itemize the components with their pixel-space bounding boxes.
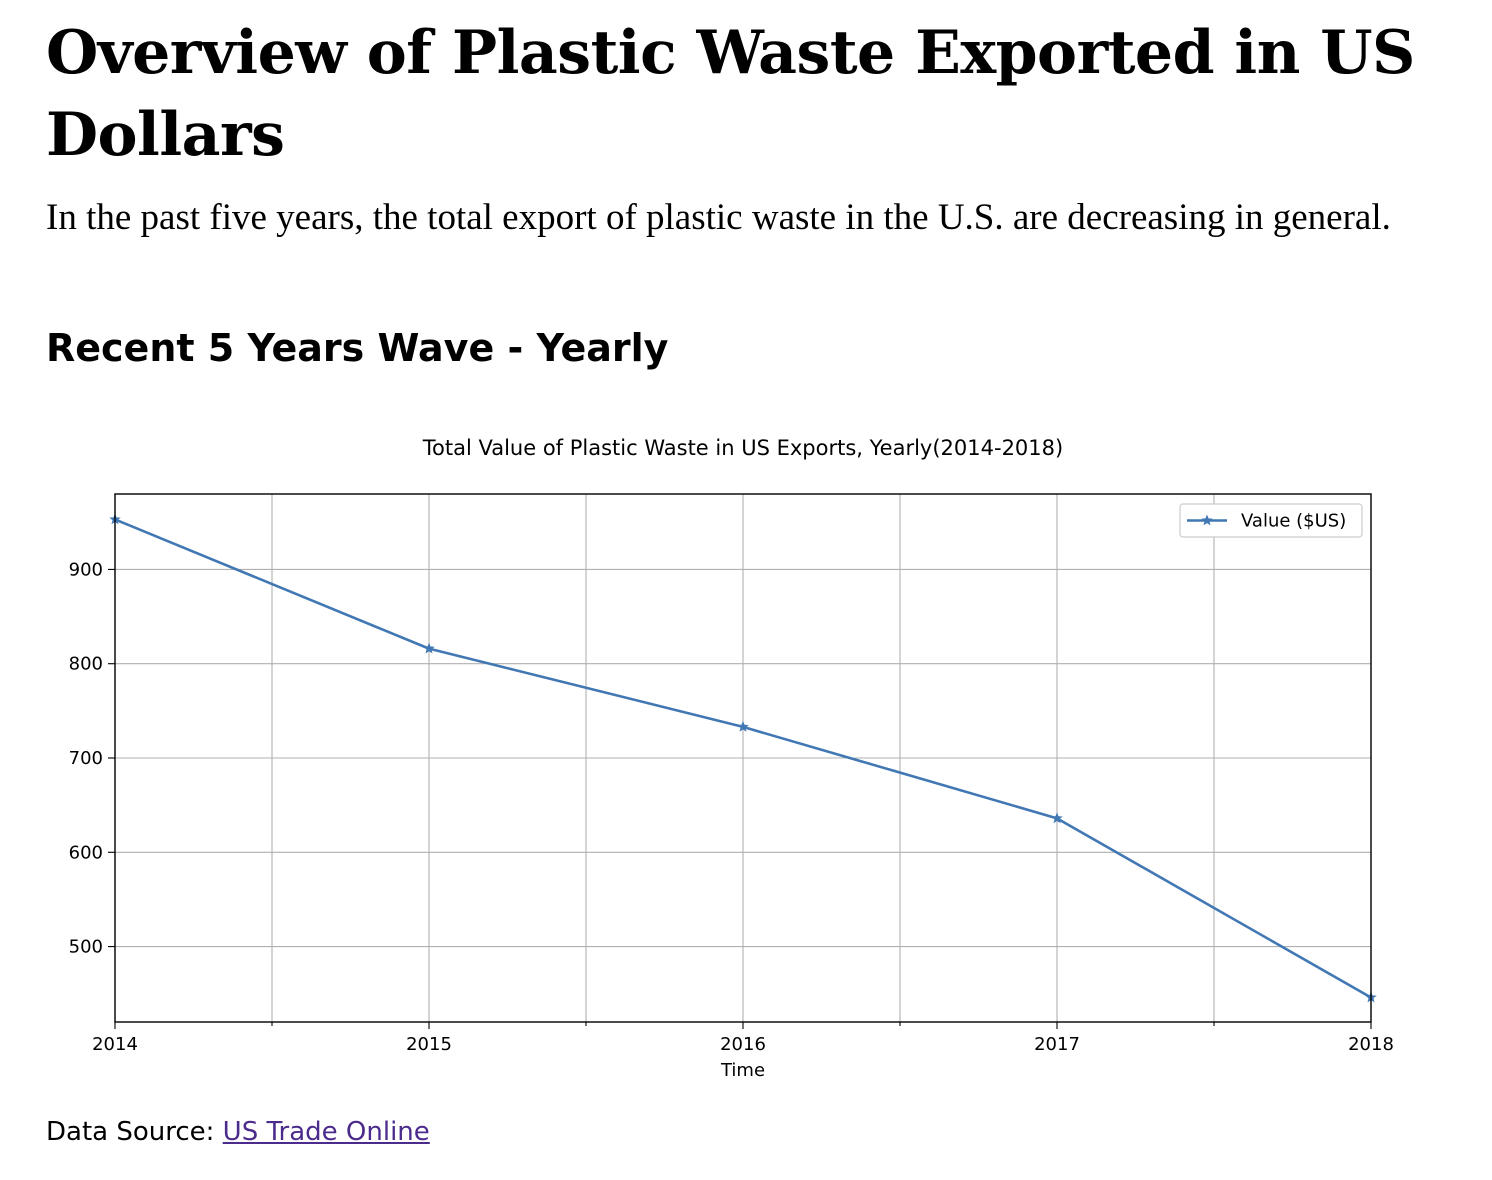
- plot-frame: [114, 493, 1372, 1023]
- axes: 2014 2015 2016 2017 2018 500 600 700 800 900: [69, 559, 1394, 1055]
- page-title: Overview of Plastic Waste Exported in US…: [46, 18, 1415, 170]
- y-tick-label: 700: [69, 748, 103, 769]
- legend-box: [1179, 503, 1363, 538]
- y-tick-label: 500: [69, 937, 103, 958]
- data-point-marker: [423, 642, 435, 654]
- grid-lines: [114, 494, 1372, 1022]
- legend-star-marker: [1201, 514, 1213, 526]
- y-tick-label: 800: [69, 654, 103, 675]
- x-tick-label: 2016: [720, 1034, 766, 1055]
- x-tick-label: 2017: [1034, 1034, 1080, 1055]
- data-source: Data Source: US Trade Online: [46, 1112, 430, 1152]
- data-source-label: Data Source:: [46, 1117, 215, 1147]
- legend: Value ($US): [1179, 503, 1363, 538]
- x-tick-label: 2018: [1348, 1034, 1394, 1055]
- section-title: Recent 5 Years Wave - Yearly: [46, 326, 669, 370]
- x-axis-label: Time: [720, 1060, 765, 1081]
- legend-series-label: Value ($US): [1241, 511, 1346, 532]
- data-point-marker: [737, 720, 749, 732]
- data-point-marker: [1051, 812, 1063, 824]
- y-tick-label: 600: [69, 842, 103, 863]
- x-tick-label: 2014: [92, 1034, 138, 1055]
- intro-paragraph: In the past five years, the total export…: [46, 197, 1391, 238]
- y-tick-label: 900: [69, 559, 103, 580]
- chart-title: Total Value of Plastic Waste in US Expor…: [422, 436, 1063, 460]
- data-source-link[interactable]: US Trade Online: [222, 1117, 430, 1147]
- chart: Total Value of Plastic Waste in US Expor…: [69, 436, 1394, 1081]
- x-tick-label: 2015: [406, 1034, 452, 1055]
